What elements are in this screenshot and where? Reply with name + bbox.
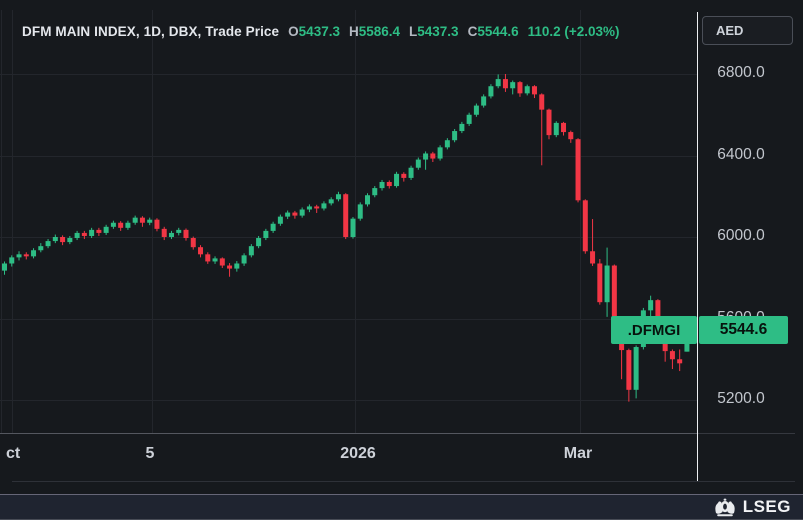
price-axis-tick: 6000.0: [717, 227, 765, 244]
time-axis-tick: 5: [145, 445, 155, 462]
time-axis-tick: Mar: [563, 445, 593, 462]
chart-legend: DFM MAIN INDEX, 1D, DBX, Trade Price O54…: [22, 24, 620, 39]
price-axis-tick: 6400.0: [717, 145, 765, 163]
footer-bar: LSEG: [0, 494, 803, 520]
instrument-title: DFM MAIN INDEX, 1D, DBX, Trade Price: [22, 24, 280, 39]
lseg-crest-icon: [715, 498, 735, 516]
lseg-wordmark: LSEG: [742, 497, 791, 516]
ohlc-high: H5586.4: [348, 24, 401, 39]
symbol-price-flag: .DFMGI: [611, 316, 697, 344]
price-axis[interactable]: 6800.0 6400.0 6000.0 5600.0 5200.0: [698, 0, 803, 488]
price-axis-tick: 6800.0: [717, 64, 765, 81]
ohlc-low: L5437.3: [409, 24, 459, 39]
lseg-logo: LSEG: [713, 497, 791, 517]
time-axis-tick: 2026: [340, 445, 376, 462]
time-axis[interactable]: ct 5 2026 Mar: [0, 433, 803, 481]
time-axis-tick: ct: [6, 445, 21, 462]
last-price-flag: 5544.6: [699, 316, 788, 344]
ohlc-close: C5544.6: [467, 24, 519, 39]
price-axis-tick: 5200.0: [717, 390, 765, 407]
ohlc-open: O5437.3: [288, 24, 340, 39]
price-axis-border: [697, 12, 698, 481]
change-readout: 110.2 (+2.03%): [527, 24, 620, 39]
currency-selector[interactable]: AED: [702, 16, 793, 45]
